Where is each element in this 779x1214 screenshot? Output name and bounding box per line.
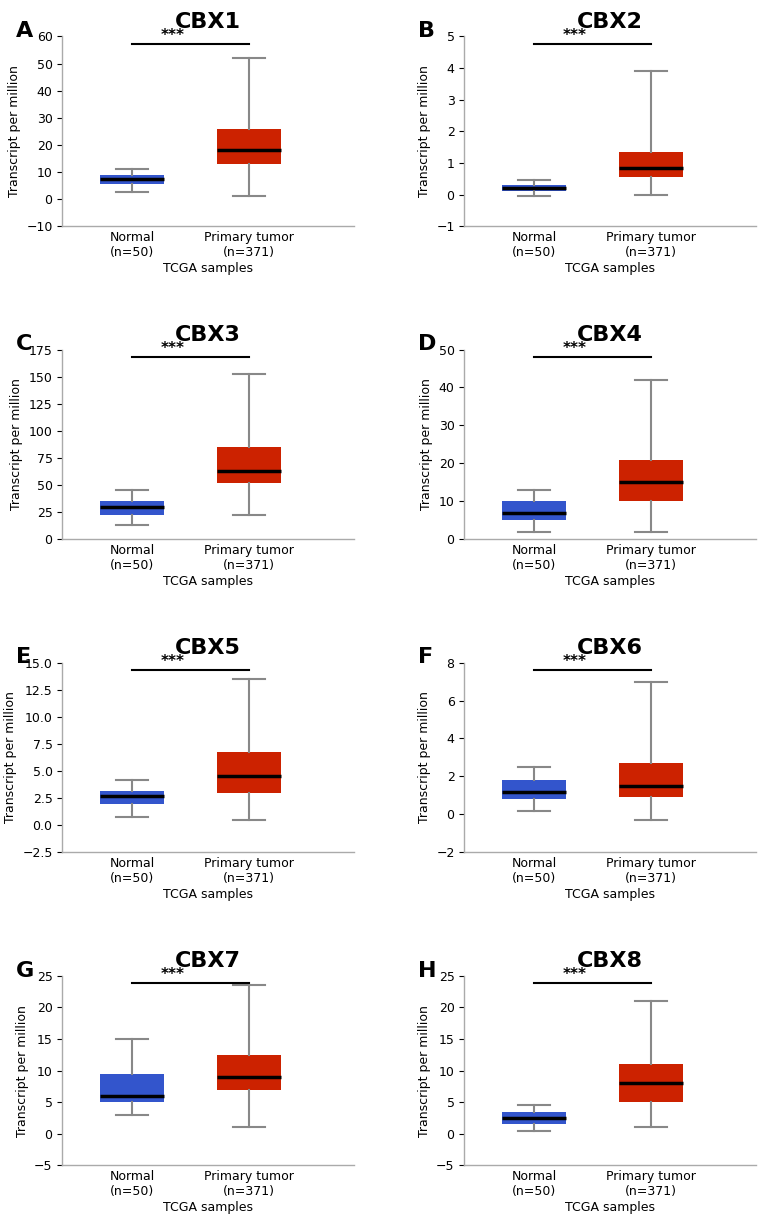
Y-axis label: Transcript per million: Transcript per million bbox=[10, 379, 23, 510]
Title: CBX1: CBX1 bbox=[175, 12, 241, 32]
Text: ***: *** bbox=[563, 968, 587, 982]
Y-axis label: Transcript per million: Transcript per million bbox=[418, 1005, 431, 1136]
X-axis label: TCGA samples: TCGA samples bbox=[163, 887, 253, 901]
Text: ***: *** bbox=[563, 28, 587, 42]
Text: H: H bbox=[418, 960, 436, 981]
PathPatch shape bbox=[502, 781, 566, 799]
Text: A: A bbox=[16, 21, 33, 41]
X-axis label: TCGA samples: TCGA samples bbox=[565, 887, 655, 901]
Text: ***: *** bbox=[161, 654, 185, 669]
Y-axis label: Transcript per million: Transcript per million bbox=[418, 66, 431, 197]
PathPatch shape bbox=[619, 152, 683, 177]
Y-axis label: Transcript per million: Transcript per million bbox=[16, 1005, 29, 1136]
PathPatch shape bbox=[100, 501, 164, 516]
Title: CBX4: CBX4 bbox=[577, 325, 643, 345]
Title: CBX8: CBX8 bbox=[577, 952, 643, 971]
Text: D: D bbox=[418, 334, 436, 354]
PathPatch shape bbox=[100, 175, 164, 185]
X-axis label: TCGA samples: TCGA samples bbox=[163, 1201, 253, 1214]
Title: CBX2: CBX2 bbox=[577, 12, 643, 32]
X-axis label: TCGA samples: TCGA samples bbox=[565, 1201, 655, 1214]
PathPatch shape bbox=[502, 185, 566, 192]
Y-axis label: Transcript per million: Transcript per million bbox=[8, 66, 21, 197]
PathPatch shape bbox=[619, 460, 683, 501]
PathPatch shape bbox=[502, 1112, 566, 1124]
Text: F: F bbox=[418, 647, 433, 668]
Text: ***: *** bbox=[161, 341, 185, 356]
Text: C: C bbox=[16, 334, 32, 354]
PathPatch shape bbox=[619, 1065, 683, 1102]
PathPatch shape bbox=[217, 751, 280, 793]
Title: CBX3: CBX3 bbox=[175, 325, 241, 345]
PathPatch shape bbox=[100, 1073, 164, 1102]
Y-axis label: Transcript per million: Transcript per million bbox=[4, 692, 16, 823]
Text: E: E bbox=[16, 647, 31, 668]
Title: CBX7: CBX7 bbox=[175, 952, 241, 971]
Title: CBX5: CBX5 bbox=[175, 639, 241, 658]
Text: ***: *** bbox=[161, 968, 185, 982]
X-axis label: TCGA samples: TCGA samples bbox=[163, 262, 253, 274]
Text: ***: *** bbox=[161, 28, 185, 42]
PathPatch shape bbox=[100, 790, 164, 804]
X-axis label: TCGA samples: TCGA samples bbox=[565, 575, 655, 588]
X-axis label: TCGA samples: TCGA samples bbox=[565, 262, 655, 274]
Text: ***: *** bbox=[563, 654, 587, 669]
Y-axis label: Transcript per million: Transcript per million bbox=[420, 379, 433, 510]
Title: CBX6: CBX6 bbox=[577, 639, 643, 658]
X-axis label: TCGA samples: TCGA samples bbox=[163, 575, 253, 588]
PathPatch shape bbox=[619, 764, 683, 798]
Text: B: B bbox=[418, 21, 435, 41]
PathPatch shape bbox=[502, 501, 566, 521]
PathPatch shape bbox=[217, 447, 280, 483]
Text: ***: *** bbox=[563, 341, 587, 356]
PathPatch shape bbox=[217, 129, 280, 164]
Y-axis label: Transcript per million: Transcript per million bbox=[418, 692, 431, 823]
PathPatch shape bbox=[217, 1055, 280, 1089]
Text: G: G bbox=[16, 960, 34, 981]
